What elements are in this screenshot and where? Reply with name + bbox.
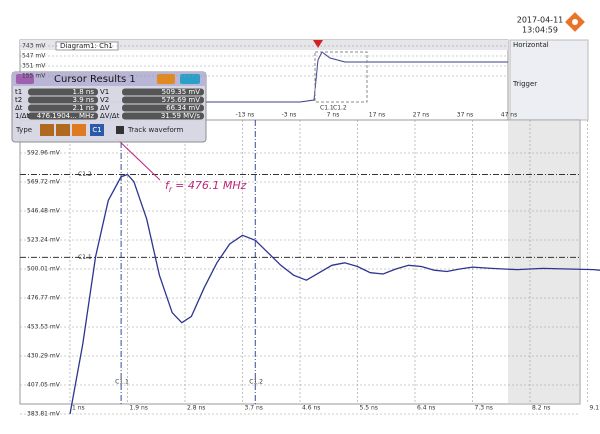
x-tick-label: 4.6 ns <box>302 405 320 412</box>
y-tick-label: 476.77 mV <box>27 294 61 301</box>
type-button[interactable] <box>72 124 86 136</box>
cursor-value: 31.59 MV/s <box>161 112 200 120</box>
y-tick-label: 500.01 mV <box>27 265 61 272</box>
date: 2017-04-11 <box>517 16 564 25</box>
overview-cursor-label: C1.2 <box>333 105 347 112</box>
y-tick-label: 523.24 mV <box>27 237 61 244</box>
overlay-panel <box>508 120 580 404</box>
cursor-value: V2 <box>100 96 109 104</box>
minimize-button[interactable] <box>157 74 175 84</box>
x-tick-label: 1 ns <box>72 405 85 412</box>
source-label: C1 <box>92 126 101 134</box>
cursor-value: 3.9 ns <box>73 96 95 104</box>
close-button[interactable] <box>180 74 200 84</box>
panel-title: Cursor Results 1 <box>54 74 136 85</box>
x-tick-label: 2.8 ns <box>187 405 205 412</box>
type-button[interactable] <box>40 124 54 136</box>
overview-x-label: -3 ns <box>282 112 297 119</box>
cursor-value: 2.1 ns <box>73 104 95 112</box>
cursor-value: 1/Δt <box>15 112 30 120</box>
cursor-label: C1.1 <box>78 254 92 261</box>
cursor-value: t2 <box>15 96 22 104</box>
time: 13:04:59 <box>522 26 558 35</box>
annotation-text: = 476.1 MHz <box>175 179 246 192</box>
y-tick-label: 546.48 mV <box>27 208 61 215</box>
x-tick-label: 6.4 ns <box>417 405 435 412</box>
y-tick-label: 383.81 mV <box>27 410 61 417</box>
cursor-value: 1.8 ns <box>73 88 95 96</box>
y-tick-label: 592.96 mV <box>27 150 61 157</box>
y-tick-label: 569.72 mV <box>27 179 61 186</box>
x-tick-label: 5.5 ns <box>360 405 378 412</box>
cursor-value: ΔV <box>100 104 110 112</box>
overview-x-label: 37 ns <box>457 112 473 119</box>
checkbox[interactable] <box>116 126 124 134</box>
y-tick-label: 407.05 mV <box>27 381 61 388</box>
side-heading: Trigger <box>512 80 537 88</box>
track-label: Track waveform <box>127 126 184 134</box>
type-button[interactable] <box>56 124 70 136</box>
cursor-panel: Cursor Results 1 t1 1.8 ns V1 509.35 mV t2 3.… <box>12 72 206 142</box>
cursor-value: 66.34 mV <box>166 104 200 112</box>
x-tick-label: 9.1 ns <box>590 405 600 412</box>
cursor-label: C1.2 <box>78 171 92 178</box>
cursor-value: 575.69 mV <box>162 96 201 104</box>
overview-cursor-label: C1.1 <box>320 105 334 112</box>
side-heading: Horizontal <box>513 41 549 49</box>
x-tick-label: 7.3 ns <box>475 405 493 412</box>
x-tick-label: 3.7 ns <box>245 405 263 412</box>
type-label: Type <box>15 126 32 134</box>
cursor-value: t1 <box>15 88 22 96</box>
logo <box>565 12 585 32</box>
cursor-label: C1.1 <box>115 379 129 386</box>
overview-x-label: -13 ns <box>236 112 255 119</box>
y-tick-label: 453.53 mV <box>27 323 61 330</box>
overview-x-label: 47 ns <box>501 112 517 119</box>
annotation: fr= 476.1 MHz <box>165 179 247 194</box>
cursor-value: Δt <box>15 104 23 112</box>
overview-x-label: 27 ns <box>413 112 429 119</box>
cursor-value: ΔV/Δt <box>100 112 120 120</box>
overview-x-label: 7 ns <box>327 112 340 119</box>
cursor-label: C1.2 <box>249 379 263 386</box>
cursor-value: 476.1904... MHz <box>37 112 95 120</box>
cursor-value: 509.35 mV <box>162 88 201 96</box>
y-tick-label: 430.29 mV <box>27 352 61 359</box>
overview-x-label: 17 ns <box>369 112 385 119</box>
x-tick-label: 1.9 ns <box>130 405 148 412</box>
cursor-value: V1 <box>100 88 109 96</box>
x-tick-label: 8.2 ns <box>532 405 550 412</box>
